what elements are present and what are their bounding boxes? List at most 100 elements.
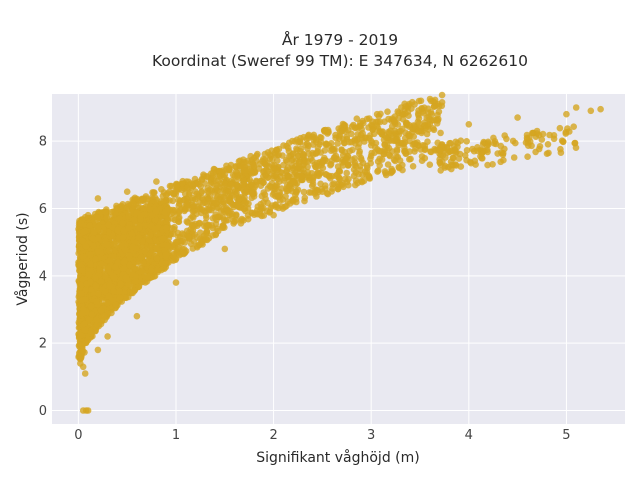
data-point xyxy=(112,263,119,271)
data-point xyxy=(436,147,444,154)
data-point xyxy=(462,152,469,159)
data-point xyxy=(437,129,444,137)
data-point xyxy=(467,159,475,167)
data-point xyxy=(278,169,286,177)
data-point xyxy=(416,124,424,131)
data-point xyxy=(150,189,158,196)
data-point xyxy=(254,150,261,158)
data-point xyxy=(87,302,95,310)
data-point xyxy=(334,140,342,147)
data-point xyxy=(557,149,565,156)
data-point xyxy=(100,228,107,235)
data-point xyxy=(539,130,547,138)
data-point xyxy=(597,105,604,113)
data-point xyxy=(248,209,256,217)
data-point xyxy=(128,231,136,238)
data-point xyxy=(381,118,388,125)
data-point xyxy=(247,152,254,160)
data-point xyxy=(570,123,577,130)
data-point xyxy=(214,213,222,220)
data-point xyxy=(137,212,144,220)
data-point xyxy=(98,278,105,285)
data-point xyxy=(81,370,89,377)
data-point xyxy=(171,223,178,231)
data-point xyxy=(358,178,366,186)
data-point xyxy=(235,158,243,165)
data-point xyxy=(572,104,580,111)
data-point xyxy=(124,200,132,208)
y-tick-label: 2 xyxy=(39,337,47,352)
y-tick-label: 4 xyxy=(39,269,47,284)
data-point xyxy=(356,150,363,157)
data-point xyxy=(89,235,97,242)
data-point xyxy=(357,166,364,174)
data-point xyxy=(430,103,438,110)
data-point xyxy=(237,220,245,227)
data-point xyxy=(166,182,174,190)
data-point xyxy=(175,207,183,215)
data-point xyxy=(433,120,441,127)
data-point xyxy=(509,137,517,145)
data-point xyxy=(333,171,341,178)
data-point xyxy=(197,229,204,236)
data-point xyxy=(233,181,241,189)
data-point xyxy=(503,135,510,143)
data-point xyxy=(304,169,312,176)
data-point xyxy=(126,268,133,275)
data-point xyxy=(490,134,497,142)
data-point xyxy=(391,127,398,134)
data-point xyxy=(386,151,393,159)
data-point xyxy=(305,174,313,181)
data-point xyxy=(289,137,296,145)
data-point xyxy=(179,177,186,185)
data-point xyxy=(169,252,177,259)
data-point xyxy=(213,194,221,201)
data-point xyxy=(370,130,378,138)
data-point xyxy=(109,272,117,280)
data-point xyxy=(175,215,182,222)
y-tick-label: 0 xyxy=(39,404,47,419)
data-point xyxy=(196,219,203,227)
data-point xyxy=(146,232,154,240)
data-point xyxy=(116,215,124,222)
data-point xyxy=(296,138,304,145)
data-point xyxy=(223,162,230,170)
data-point xyxy=(139,259,147,266)
data-point xyxy=(484,161,491,169)
data-point xyxy=(92,275,99,282)
data-point xyxy=(84,336,92,344)
data-point xyxy=(125,281,132,288)
data-point xyxy=(311,190,319,197)
data-point xyxy=(301,194,309,202)
data-point xyxy=(203,227,210,235)
data-point xyxy=(200,199,207,207)
data-point xyxy=(559,138,567,145)
data-point xyxy=(144,273,151,281)
data-point xyxy=(402,103,409,110)
data-point xyxy=(367,137,375,145)
data-point xyxy=(500,156,507,164)
data-point xyxy=(212,220,220,228)
data-point xyxy=(191,231,198,238)
data-point xyxy=(544,141,552,148)
data-point xyxy=(556,124,564,132)
data-point xyxy=(256,160,264,168)
data-point xyxy=(189,221,197,228)
data-point xyxy=(225,196,233,204)
x-tick-label: 0 xyxy=(74,428,82,443)
data-point xyxy=(87,251,94,259)
data-point xyxy=(118,242,126,249)
data-point xyxy=(129,200,137,207)
data-point xyxy=(270,172,278,180)
data-point xyxy=(87,278,94,286)
data-point xyxy=(415,107,422,114)
data-point xyxy=(533,127,541,135)
data-point xyxy=(172,181,180,189)
data-point xyxy=(180,250,187,258)
data-point xyxy=(390,137,398,145)
data-point xyxy=(431,145,438,153)
data-point xyxy=(221,245,229,253)
data-point xyxy=(77,332,85,339)
y-axis-title: Vågperiod (s) xyxy=(14,212,31,305)
data-point xyxy=(203,193,211,201)
